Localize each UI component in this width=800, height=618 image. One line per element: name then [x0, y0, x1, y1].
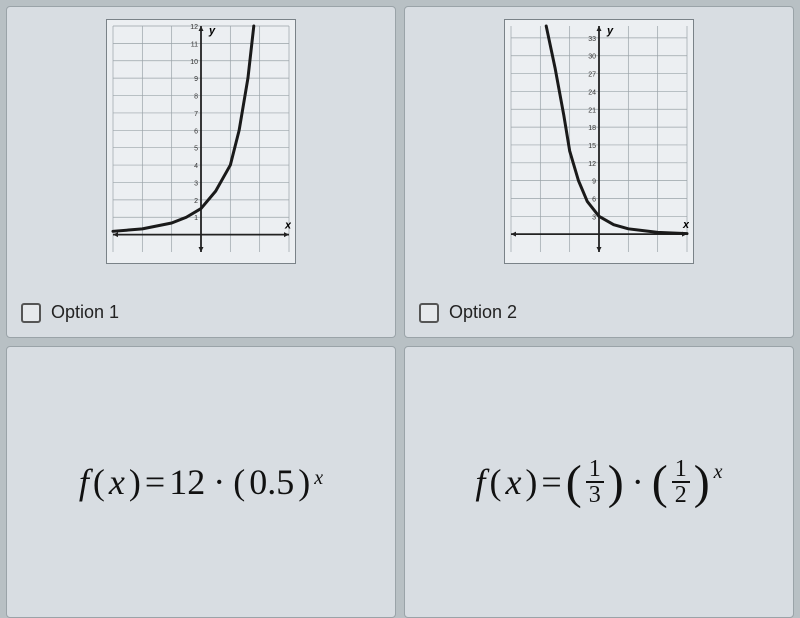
svg-text:x: x — [284, 220, 291, 232]
svg-text:30: 30 — [588, 54, 596, 61]
base-open: ( — [233, 461, 245, 503]
svg-text:y: y — [606, 25, 614, 37]
option-2-label: Option 2 — [449, 302, 517, 323]
svg-text:9: 9 — [592, 179, 596, 186]
lp1: ( — [566, 455, 582, 510]
formula-left: f(x) = 12 · (0.5) x — [79, 461, 323, 503]
frac-1-2: 1 2 — [672, 457, 690, 507]
equals: = — [145, 461, 165, 503]
paren-close: ) — [129, 461, 141, 503]
svg-text:24: 24 — [588, 89, 596, 96]
svg-text:2: 2 — [194, 198, 198, 205]
arg-x: x — [109, 461, 125, 503]
option-1-card: 123456789101112yx Option 1 — [6, 6, 396, 338]
coef: 12 — [169, 461, 205, 503]
equals: = — [541, 461, 561, 503]
svg-text:7: 7 — [194, 111, 198, 118]
formula-right: f(x) = ( 1 3 ) · ( 1 2 ) x — [475, 455, 722, 510]
option-1-row[interactable]: Option 1 — [21, 302, 119, 323]
base: 0.5 — [249, 461, 294, 503]
exp: x — [314, 467, 323, 490]
svg-text:12: 12 — [588, 161, 596, 168]
num2: 1 — [672, 457, 690, 483]
rp1: ) — [608, 455, 624, 510]
svg-text:11: 11 — [191, 41, 198, 48]
base-close: ) — [298, 461, 310, 503]
svg-text:y: y — [208, 25, 216, 37]
svg-text:9: 9 — [194, 76, 198, 83]
svg-text:10: 10 — [190, 59, 198, 66]
dot: · — [628, 461, 648, 503]
svg-text:33: 33 — [588, 36, 596, 43]
svg-text:3: 3 — [194, 180, 198, 187]
option-2-checkbox[interactable] — [419, 303, 439, 323]
den1: 3 — [586, 483, 604, 507]
svg-text:1: 1 — [194, 215, 198, 222]
svg-text:5: 5 — [194, 146, 198, 153]
arg-x: x — [505, 461, 521, 503]
den2: 2 — [672, 483, 690, 507]
formula-left-card: f(x) = 12 · (0.5) x — [6, 346, 396, 618]
formula-right-card: f(x) = ( 1 3 ) · ( 1 2 ) x — [404, 346, 794, 618]
frac-1-3: 1 3 — [586, 457, 604, 507]
svg-text:x: x — [682, 219, 689, 231]
paren-close: ) — [525, 461, 537, 503]
chart-2-box: 3 6 9 12 15 18 21 24 27 30 33 y x — [504, 19, 694, 264]
svg-text:6: 6 — [592, 196, 596, 203]
fn-f: f — [475, 461, 485, 503]
svg-text:15: 15 — [588, 143, 596, 150]
chart-2: 3 6 9 12 15 18 21 24 27 30 33 y x — [509, 24, 689, 254]
option-1-label: Option 1 — [51, 302, 119, 323]
lp2: ( — [652, 455, 668, 510]
option-1-checkbox[interactable] — [21, 303, 41, 323]
exp: x — [714, 461, 723, 484]
fn-f: f — [79, 461, 89, 503]
dot: · — [209, 461, 229, 503]
paren-open: ( — [93, 461, 105, 503]
svg-text:3: 3 — [592, 214, 596, 221]
svg-text:12: 12 — [190, 24, 198, 31]
option-2-card: 3 6 9 12 15 18 21 24 27 30 33 y x Option 2 — [404, 6, 794, 338]
svg-text:18: 18 — [588, 125, 596, 132]
option-2-row[interactable]: Option 2 — [419, 302, 517, 323]
svg-text:6: 6 — [194, 128, 198, 135]
svg-text:27: 27 — [588, 72, 596, 79]
svg-text:4: 4 — [194, 163, 198, 170]
svg-text:8: 8 — [194, 94, 198, 101]
svg-text:21: 21 — [588, 107, 596, 114]
num1: 1 — [586, 457, 604, 483]
rp2: ) — [694, 455, 710, 510]
chart-1-box: 123456789101112yx — [106, 19, 296, 264]
paren-open: ( — [489, 461, 501, 503]
chart-1: 123456789101112yx — [111, 24, 291, 254]
